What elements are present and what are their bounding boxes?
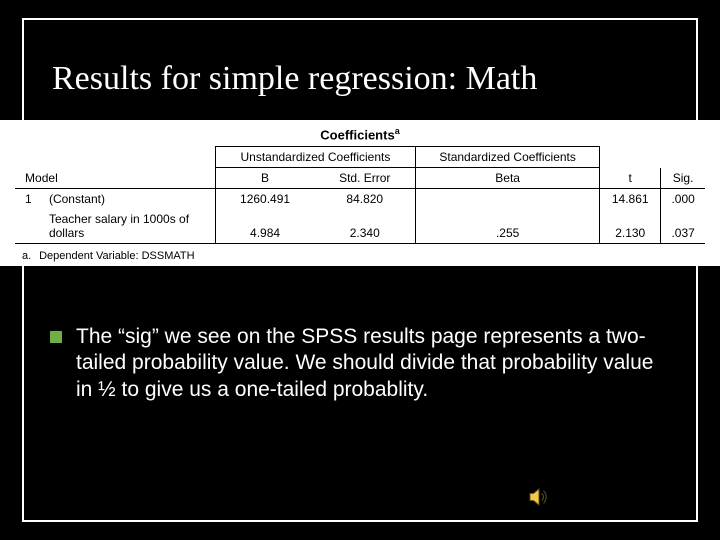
cell-model — [15, 209, 43, 244]
header-model: Model — [15, 168, 215, 189]
header-t: t — [600, 168, 661, 189]
sound-icon[interactable] — [528, 488, 550, 506]
cell-beta — [416, 189, 600, 210]
cell-t: 14.861 — [600, 189, 661, 210]
coefficients-table: Unstandardized Coefficients Standardized… — [15, 146, 705, 244]
header-spacer — [43, 147, 215, 168]
footnote-text: Dependent Variable: DSSMATH — [39, 250, 195, 262]
slide-frame: Results for simple regression: Math — [22, 18, 698, 522]
header-b: B — [215, 168, 314, 189]
header-spacer — [15, 147, 43, 168]
table-title-text: Coefficients — [320, 127, 394, 142]
footnote-label: a. — [22, 250, 36, 262]
cell-t: 2.130 — [600, 209, 661, 244]
bullet-marker-icon — [50, 331, 62, 343]
cell-predictor: (Constant) — [43, 189, 215, 210]
cell-predictor: Teacher salary in 1000s of dollars — [43, 209, 215, 244]
cell-b: 4.984 — [215, 209, 314, 244]
table-title: Coefficientsa — [8, 126, 712, 142]
header-stderr: Std. Error — [314, 168, 415, 189]
table-title-superscript: a — [395, 126, 400, 136]
table-footnote: a. Dependent Variable: DSSMATH — [8, 250, 712, 262]
cell-sig: .000 — [661, 189, 705, 210]
cell-model: 1 — [15, 189, 43, 210]
bullet-item: The “sig” we see on the SPSS results pag… — [50, 324, 670, 403]
bullet-list: The “sig” we see on the SPSS results pag… — [50, 324, 670, 403]
cell-stderr: 84.820 — [314, 189, 415, 210]
cell-b: 1260.491 — [215, 189, 314, 210]
table-row: Teacher salary in 1000s of dollars 4.984… — [15, 209, 705, 244]
cell-stderr: 2.340 — [314, 209, 415, 244]
cell-beta: .255 — [416, 209, 600, 244]
slide-title: Results for simple regression: Math — [52, 60, 668, 97]
cell-sig: .037 — [661, 209, 705, 244]
bullet-text: The “sig” we see on the SPSS results pag… — [76, 324, 670, 403]
table-row: 1 (Constant) 1260.491 84.820 14.861 .000 — [15, 189, 705, 210]
header-group-std: Standardized Coefficients — [416, 147, 600, 168]
header-beta: Beta — [416, 168, 600, 189]
header-group-unstd: Unstandardized Coefficients — [215, 147, 415, 168]
header-sig: Sig. — [661, 168, 705, 189]
coefficients-table-panel: Coefficientsa Unstandardized Coefficient… — [0, 120, 720, 266]
header-spacer — [661, 147, 705, 168]
header-spacer — [600, 147, 661, 168]
